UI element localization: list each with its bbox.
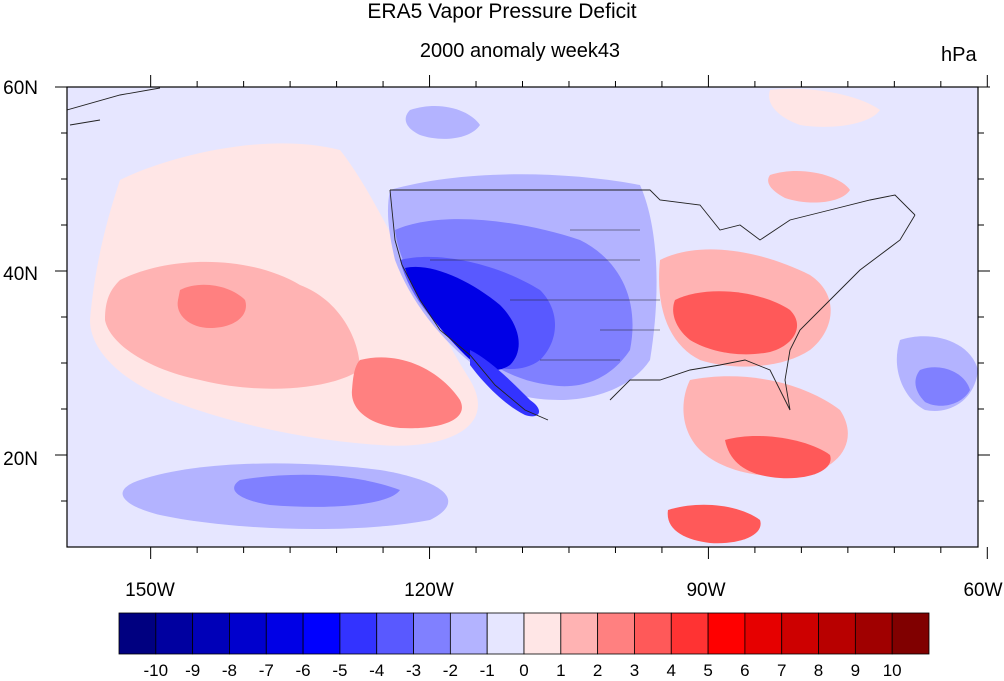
colorbar-swatch [854,612,893,655]
alaska-coast [67,87,161,126]
colorbar-label: -6 [296,661,311,680]
chart-subtitle: 2000 anomaly week43 [419,40,621,62]
colorbar-label: -1 [480,661,495,680]
colorbar-swatch [707,612,746,655]
pacific-positive-1 [105,261,360,389]
colorbar-label: 6 [740,661,749,680]
colorbar-swatch [523,612,562,655]
colorbar-label: 10 [883,661,902,680]
us-negative-core [405,266,519,371]
north-positive [769,88,880,127]
colorbar-swatch [634,612,672,655]
east-gulf-coast [609,214,916,411]
colorbar-swatch [449,612,488,655]
x-tick-label-60w: 60W [963,580,1002,601]
colorbar-swatch [376,612,414,655]
colorbar-swatch [339,612,378,655]
coastlines [67,87,916,421]
pacific-positive-2 [351,357,462,429]
map-field [67,87,978,547]
colorbar: -10 -9 -8 -7 -6 -5 -4 -3 -2 -1 0 1 2 3 4 5 6 7 8 9 10 [118,612,930,680]
caribbean-positive-core [725,435,831,479]
axis-ticks [55,75,990,559]
south-positive [667,504,761,544]
colorbar-label: -4 [369,661,384,680]
canada-positive [768,170,850,203]
colorbar-swatch [891,612,930,655]
colorbar-label: -7 [259,661,274,680]
colorbar-swatch [744,612,783,655]
colorbar-swatch [155,612,194,655]
colorbar-swatch [670,612,709,655]
colorbar-label: 2 [593,661,602,680]
west-coast [389,189,549,421]
y-tick-label-60n: 60N [3,78,38,99]
colorbar-label: 4 [667,661,676,680]
colorbar-label: 7 [777,661,786,680]
northern-border [390,189,916,241]
colorbar-swatch [560,612,599,655]
colorbar-label: 9 [851,661,860,680]
colorbar-swatch [781,612,819,655]
colorbar-label: -8 [222,661,237,680]
colorbar-label: -2 [443,661,458,680]
colorbar-swatch [265,612,304,655]
x-tick-label-90w: 90W [686,580,725,601]
colorbar-label: -10 [144,661,169,680]
atlantic-negative-2 [915,367,970,406]
colorbar-label: -3 [406,661,421,680]
colorbar-label: 8 [814,661,823,680]
x-tick-label-150w: 150W [125,580,175,601]
pacific-positive-3 [177,284,246,328]
units-label: hPa [941,44,977,66]
colorbar-label: -9 [185,661,200,680]
colorbar-swatch [413,612,451,655]
y-tick-label-20n: 20N [3,449,38,470]
gulf-alaska-negative [405,105,480,139]
colorbar-swatch [486,612,525,655]
colorbar-label: 0 [519,661,528,680]
colorbar-label: 1 [556,661,565,680]
colorbar-label: -5 [332,661,347,680]
colorbar-label: 5 [703,661,712,680]
x-tick-label-120w: 120W [404,580,454,601]
colorbar-swatch [818,612,856,655]
baja-negative [470,350,540,417]
colorbar-swatch [118,612,157,655]
state-lines [430,229,660,361]
y-tick-label-40n: 40N [3,264,38,285]
colorbar-swatch [229,612,267,655]
colorbar-swatch [302,612,341,655]
east-us-positive-core [673,291,798,355]
pacific-negative-core [234,474,400,507]
colorbar-label: 3 [630,661,639,680]
chart-title: ERA5 Vapor Pressure Deficit [367,0,637,23]
colorbar-swatch [597,612,635,655]
colorbar-swatch [192,612,230,655]
